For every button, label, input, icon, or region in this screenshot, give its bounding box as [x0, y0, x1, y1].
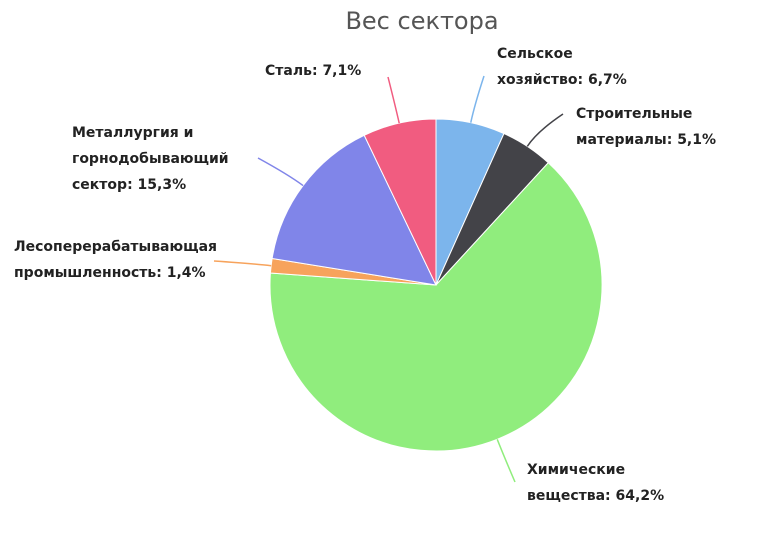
- label-separator: :: [311, 63, 323, 79]
- label-separator: :: [156, 265, 167, 281]
- label-separator: :: [605, 488, 616, 504]
- label-separator: :: [666, 132, 678, 148]
- pie-slice: [271, 134, 437, 286]
- connector-line: [387, 76, 400, 124]
- data-label: Сельское хозяйство: 6,7%: [497, 41, 647, 93]
- value-label: 5,1%: [677, 132, 717, 148]
- data-label: Строительные материалы: 5,1%: [576, 101, 746, 153]
- category-name: Металлургия и горнодобывающий сектор: [72, 125, 229, 193]
- label-separator: :: [127, 177, 138, 193]
- category-name: Лесоперерабатывающая промышленность: [14, 239, 218, 281]
- value-label: 7,1%: [322, 63, 362, 79]
- data-label: Химические вещества: 64,2%: [527, 457, 707, 509]
- connector-line: [470, 75, 485, 123]
- pie-slice: [363, 118, 437, 286]
- chart-title: Вес сектора: [345, 7, 498, 35]
- connector-line: [496, 439, 516, 483]
- value-label: 64,2%: [615, 488, 665, 504]
- connector-line: [526, 113, 564, 147]
- label-separator: :: [577, 72, 588, 88]
- category-name: Сталь: [265, 63, 312, 79]
- category-name: Сельское хозяйство: [497, 46, 578, 88]
- data-label: Сталь: 7,1%: [265, 58, 395, 84]
- data-label: Металлургия и горнодобывающий сектор: 15…: [72, 120, 262, 198]
- category-name: Химические вещества: [527, 462, 626, 504]
- value-label: 15,3%: [137, 177, 187, 193]
- category-name: Строительные материалы: [576, 106, 693, 148]
- data-label: Лесоперерабатывающая промышленность: 1,4…: [14, 234, 264, 286]
- pie-slice: [269, 162, 603, 452]
- value-label: 6,7%: [587, 72, 627, 88]
- connector-line: [213, 260, 272, 267]
- value-label: 1,4%: [166, 265, 206, 281]
- connector-line: [257, 157, 304, 187]
